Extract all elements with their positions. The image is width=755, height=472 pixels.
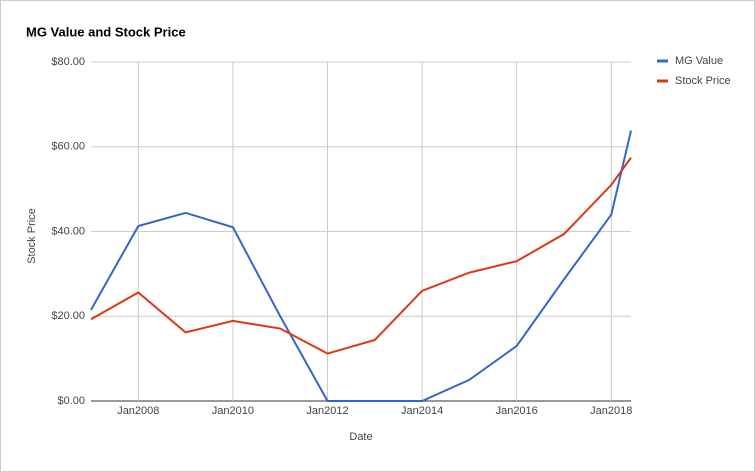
y-tick-label: $20.00 xyxy=(51,310,85,322)
y-axis-title: Stock Price xyxy=(26,208,38,264)
y-tick-label: $0.00 xyxy=(57,395,85,407)
x-tick-label: Jan2018 xyxy=(590,405,632,417)
x-tick-label: Jan2012 xyxy=(306,405,348,417)
y-tick-label: $60.00 xyxy=(51,141,85,153)
legend-label: Stock Price xyxy=(675,75,731,87)
x-tick-label: Jan2008 xyxy=(117,405,159,417)
x-tick-label: Jan2016 xyxy=(496,405,538,417)
chart-title: MG Value and Stock Price xyxy=(26,24,186,39)
x-tick-label: Jan2014 xyxy=(401,405,443,417)
x-axis-title: Date xyxy=(349,431,372,443)
series-line xyxy=(90,157,632,355)
y-tick-label: $40.00 xyxy=(51,225,85,237)
y-tick-label: $80.00 xyxy=(51,56,85,68)
legend-label: MG Value xyxy=(675,55,723,67)
x-tick-label: Jan2010 xyxy=(212,405,254,417)
series-line xyxy=(90,130,632,402)
